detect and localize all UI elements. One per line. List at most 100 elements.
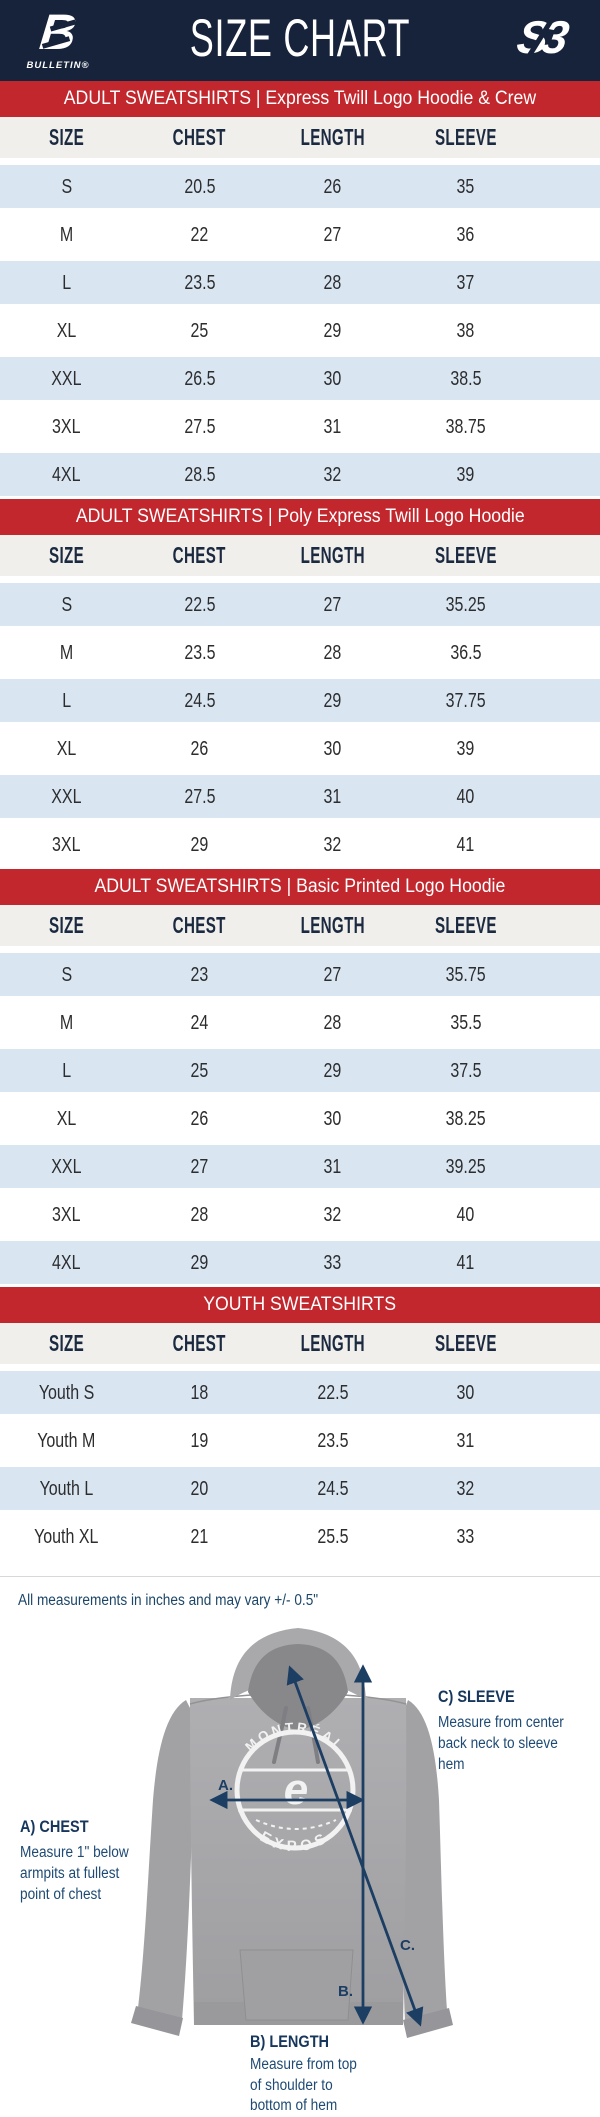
column-header-text: SLEEVE [434, 124, 497, 150]
table-row: L 25 29 37.5 [0, 1047, 600, 1095]
cell-text: 30 [323, 737, 342, 760]
cell-text: XL [56, 1107, 77, 1130]
cell-text: 32 [323, 462, 342, 486]
cell-text: 20 [190, 1476, 209, 1500]
cell-text: Youth M [37, 1429, 96, 1452]
measurement-cell: 35.5 [399, 1011, 532, 1035]
cell-text: 28.5 [183, 462, 216, 486]
measurement-cell: 26 [133, 737, 266, 761]
cell-text: 35.25 [445, 592, 486, 616]
measurement-cell: 36.5 [399, 641, 532, 665]
cell-text: 29 [323, 1058, 342, 1082]
hoodie-left-cuff [131, 2006, 183, 2036]
size-cell: 4XL [0, 463, 133, 487]
measurement-cell: 32 [266, 1203, 399, 1227]
cell-text: 29 [190, 1250, 209, 1274]
table-row: 3XL 28 32 40 [0, 1191, 600, 1239]
column-header-text: SIZE [48, 912, 85, 938]
size-cell: XL [0, 319, 133, 343]
measurements-note: All measurements in inches and may vary … [18, 1592, 359, 1610]
section-banner-text: ADULT SWEATSHIRTS | Poly Express Twill L… [75, 506, 525, 527]
size-cell: XL [0, 1107, 133, 1131]
measurement-cell: 35 [399, 175, 532, 199]
measurement-cell: 40 [399, 1203, 532, 1227]
hoodie-right-cuff [403, 2008, 453, 2038]
table-row: 3XL 29 32 41 [0, 821, 600, 869]
cell-text: 30 [456, 1380, 475, 1404]
sb-logo: S3 [494, 8, 586, 68]
column-header-text: CHEST [172, 912, 227, 938]
cell-text: 31 [323, 1154, 342, 1178]
hoodie-pocket [239, 1949, 354, 2021]
cell-text: 24 [190, 1011, 209, 1034]
length-annotation-desc: Measure from top of shoulder to bottom o… [250, 2056, 357, 2114]
measurement-cell: 27.5 [133, 415, 266, 439]
table-row: M 23.5 28 36.5 [0, 629, 600, 677]
cell-text: 26 [190, 1107, 209, 1130]
table-row: XL 26 30 39 [0, 725, 600, 773]
column-header-text: SIZE [48, 1330, 85, 1356]
cell-text: 25 [190, 1058, 209, 1082]
length-arrow-label: B. [338, 1983, 353, 2000]
measurement-cell: 35.25 [399, 593, 532, 617]
sleeve-annotation: C) SLEEVE Measure from center back neck … [438, 1688, 598, 1775]
cell-text: 33 [323, 1250, 342, 1274]
size-cell: S [0, 175, 133, 199]
cell-text: 26.5 [183, 366, 216, 390]
column-header: CHEST [133, 542, 266, 569]
cell-text: 4XL [52, 462, 81, 486]
section-banner-text: YOUTH SWEATSHIRTS [203, 1294, 397, 1315]
measurement-cell: 36 [399, 223, 532, 247]
section-banner: YOUTH SWEATSHIRTS [0, 1287, 600, 1323]
section-banner: ADULT SWEATSHIRTS | Basic Printed Logo H… [0, 869, 600, 905]
cell-text: 29 [323, 319, 342, 342]
cell-text: 38.5 [449, 366, 482, 390]
cell-text: 32 [456, 1476, 475, 1500]
size-cell: S [0, 963, 133, 987]
measurement-cell: 20 [133, 1477, 266, 1501]
column-header: CHEST [133, 912, 266, 939]
measurement-cell: 23.5 [133, 641, 266, 665]
divider-line [0, 1576, 600, 1577]
measurement-cell: 26 [133, 1107, 266, 1131]
table-row: Youth M 19 23.5 31 [0, 1417, 600, 1465]
column-header-text: SLEEVE [434, 1330, 497, 1356]
measurement-cell: 29 [266, 319, 399, 343]
column-header: SIZE [0, 1330, 133, 1357]
cell-text: L [62, 688, 71, 712]
cell-text: 40 [456, 784, 475, 808]
measurement-cell: 38 [399, 319, 532, 343]
bulletin-logo: B BULLETIN® [12, 4, 104, 71]
arrow-letter-labels: A. B. C. [218, 1777, 415, 2000]
measurement-cell: 24.5 [266, 1477, 399, 1501]
cell-text: 41 [456, 833, 475, 856]
bulletin-bolt-b-icon: B [12, 4, 104, 60]
table-header-row: SIZE CHEST LENGTH SLEEVE [0, 1323, 600, 1369]
table-row: XXL 27 31 39.25 [0, 1143, 600, 1191]
measurement-cell: 24 [133, 1011, 266, 1035]
table-row: XXL 26.5 30 38.5 [0, 355, 600, 403]
column-header: CHEST [133, 1330, 266, 1357]
cell-text: 3XL [52, 1203, 81, 1226]
size-cell: Youth S [0, 1381, 133, 1405]
cell-text: S [61, 174, 72, 198]
cell-text: XL [56, 319, 77, 342]
column-header-text: LENGTH [300, 542, 365, 568]
column-header: LENGTH [266, 912, 399, 939]
column-header: SLEEVE [399, 542, 532, 569]
measurement-cell: 37 [399, 271, 532, 295]
measurement-cell: 28.5 [133, 463, 266, 487]
measurement-cell: 27 [266, 223, 399, 247]
measurement-cell: 31 [266, 1155, 399, 1179]
cell-text: Youth S [38, 1380, 95, 1404]
cell-text: 23.5 [183, 641, 216, 664]
measurement-cell: 28 [266, 271, 399, 295]
column-header-text: SIZE [48, 542, 85, 568]
cell-text: 29 [190, 833, 209, 856]
table-header-row: SIZE CHEST LENGTH SLEEVE [0, 117, 600, 163]
measurement-cell: 29 [133, 1251, 266, 1275]
table-row: XL 25 29 38 [0, 307, 600, 355]
size-tables: ADULT SWEATSHIRTS | Express Twill Logo H… [0, 81, 600, 1561]
cell-text: 39.25 [445, 1154, 486, 1178]
measurements-note-text: All measurements in inches and may vary … [18, 1592, 319, 1609]
